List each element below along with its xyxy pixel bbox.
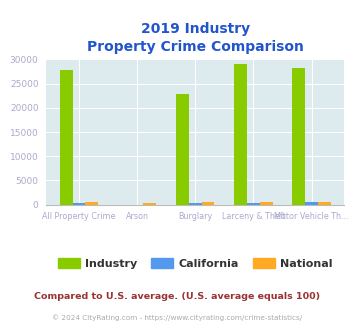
Text: Compared to U.S. average. (U.S. average equals 100): Compared to U.S. average. (U.S. average … bbox=[34, 292, 321, 301]
Bar bbox=[202, 202, 214, 205]
Bar bbox=[60, 70, 72, 205]
Bar bbox=[143, 203, 156, 205]
Bar bbox=[305, 202, 318, 205]
Bar bbox=[318, 202, 331, 205]
Bar bbox=[176, 94, 189, 205]
Bar bbox=[189, 203, 202, 205]
Text: © 2024 CityRating.com - https://www.cityrating.com/crime-statistics/: © 2024 CityRating.com - https://www.city… bbox=[53, 314, 302, 321]
Legend: Industry, California, National: Industry, California, National bbox=[53, 254, 337, 273]
Bar bbox=[247, 203, 260, 205]
Bar bbox=[234, 64, 247, 205]
Bar bbox=[85, 202, 98, 205]
Bar bbox=[260, 202, 273, 205]
Bar bbox=[72, 203, 85, 205]
Bar bbox=[293, 68, 305, 205]
Title: 2019 Industry
Property Crime Comparison: 2019 Industry Property Crime Comparison bbox=[87, 22, 304, 54]
